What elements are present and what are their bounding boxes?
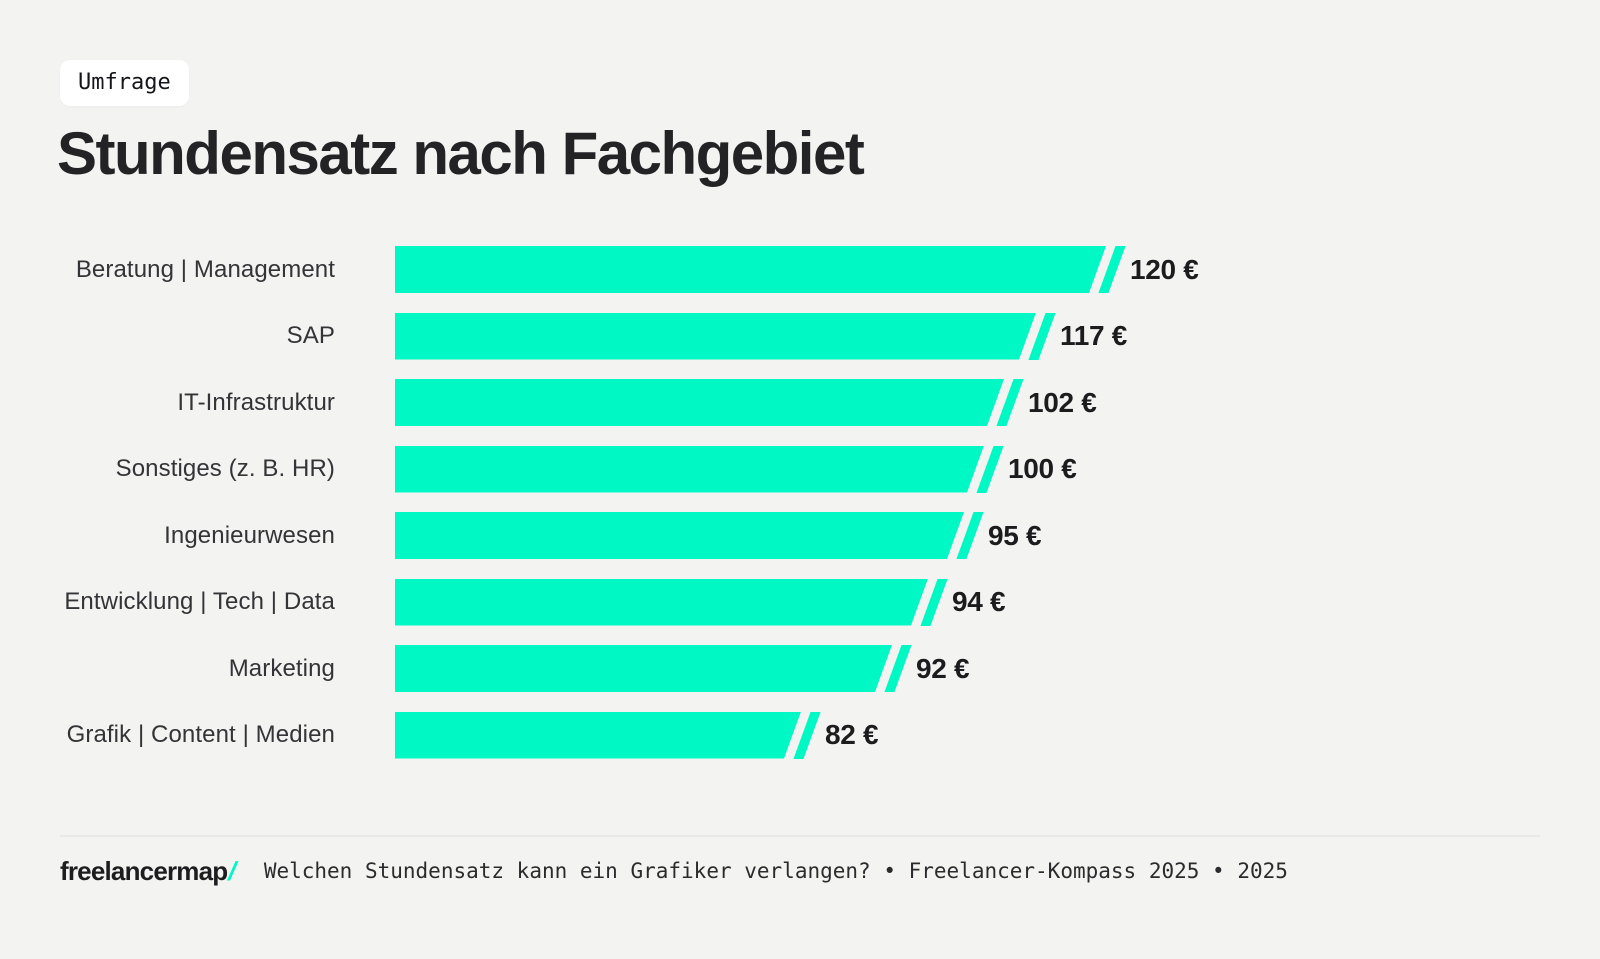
chart-row: Marketing 92 € xyxy=(60,645,1560,692)
chart-row: IT-Infrastruktur 102 € xyxy=(60,379,1560,426)
page-title: Stundensatz nach Fachgebiet xyxy=(57,120,865,187)
category-label: Entwicklung | Tech | Data xyxy=(64,588,335,615)
bar xyxy=(395,446,984,493)
bar-track: 102 € xyxy=(395,379,1097,426)
bar-track: 82 € xyxy=(395,711,879,759)
bar-track: 120 € xyxy=(395,246,1199,293)
bar-chart: Beratung | Management 120 € SAP 117 € IT-Inf… xyxy=(60,246,1560,759)
category-label: Ingenieurwesen xyxy=(164,521,335,549)
value-label: 120 € xyxy=(1130,253,1199,285)
value-label: 82 € xyxy=(825,719,879,750)
logo-slash-icon: / xyxy=(225,855,240,886)
bar xyxy=(395,379,1004,426)
bar xyxy=(395,512,964,559)
chart-row: Beratung | Management 120 € xyxy=(60,246,1560,293)
logo-text: freelancermap xyxy=(60,855,228,886)
category-label: Marketing xyxy=(228,654,335,682)
chart-rows: Beratung | Management 120 € SAP 117 € IT-Inf… xyxy=(60,246,1560,759)
category-label: IT-Infrastruktur xyxy=(177,388,335,416)
chart-row: Grafik | Content | Medien 82 € xyxy=(60,711,1560,759)
bar-track: 94 € xyxy=(395,578,1006,626)
chart-row: Entwicklung | Tech | Data 94 € xyxy=(60,578,1560,626)
badge-label: Umfrage xyxy=(78,70,171,95)
category-label: Beratung | Management xyxy=(75,255,335,283)
value-label: 94 € xyxy=(952,586,1006,617)
bar-track: 92 € xyxy=(395,645,970,692)
category-label: Grafik | Content | Medien xyxy=(66,721,335,748)
value-label: 102 € xyxy=(1028,386,1097,418)
bar xyxy=(395,645,892,692)
bar xyxy=(395,246,1106,293)
bar-track: 117 € xyxy=(395,312,1128,360)
freelancermap-logo: freelancermap/ xyxy=(60,855,240,887)
bar-track: 95 € xyxy=(395,512,1042,559)
footer: freelancermap/ Welchen Stundensatz kann … xyxy=(60,850,1540,892)
value-label: 100 € xyxy=(1008,453,1077,484)
value-label: 117 € xyxy=(1060,320,1128,351)
chart-row: Ingenieurwesen 95 € xyxy=(60,512,1560,559)
umfrage-badge: Umfrage xyxy=(60,60,189,106)
bar-track: 100 € xyxy=(395,445,1077,493)
bar xyxy=(395,579,928,626)
bar xyxy=(395,313,1036,360)
footer-divider xyxy=(60,835,1540,837)
category-label: Sonstiges (z. B. HR) xyxy=(115,455,335,482)
value-label: 92 € xyxy=(916,652,970,684)
chart-row: Sonstiges (z. B. HR) 100 € xyxy=(60,445,1560,493)
value-label: 95 € xyxy=(988,519,1042,551)
bar xyxy=(395,712,801,759)
category-label: SAP xyxy=(286,322,335,349)
chart-row: SAP 117 € xyxy=(60,312,1560,360)
footer-caption: Welchen Stundensatz kann ein Grafiker ve… xyxy=(263,859,1288,883)
